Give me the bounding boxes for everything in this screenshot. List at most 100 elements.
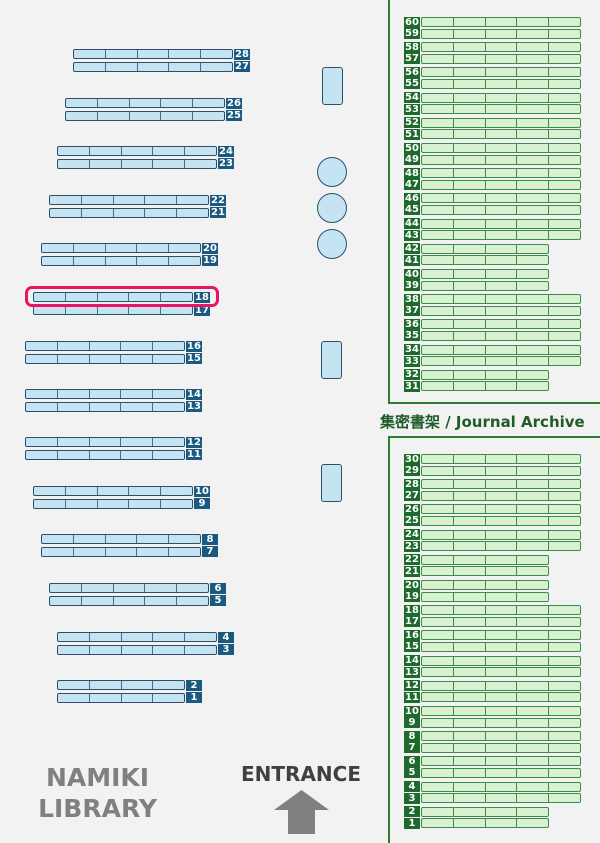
shelf-60[interactable]: [421, 17, 581, 27]
shelf-42[interactable]: [421, 243, 549, 254]
shelf-29[interactable]: [421, 465, 581, 476]
shelf-22[interactable]: [49, 195, 209, 205]
shelf-57[interactable]: [421, 53, 581, 64]
shelf-15[interactable]: [25, 353, 185, 364]
shelf-48[interactable]: [421, 168, 581, 179]
shelf-10[interactable]: [421, 706, 581, 716]
shelf-27[interactable]: [421, 490, 581, 501]
shelf-32[interactable]: [421, 369, 549, 380]
shelf-9[interactable]: [421, 717, 581, 728]
shelf-13[interactable]: [25, 401, 185, 412]
shelf-15[interactable]: [421, 641, 581, 652]
shelf-45[interactable]: [421, 204, 581, 215]
shelf-21[interactable]: [421, 566, 549, 577]
shelf-34[interactable]: [421, 344, 581, 355]
shelf-44[interactable]: [421, 218, 581, 229]
shelf-53[interactable]: [421, 104, 581, 115]
shelf-28[interactable]: [73, 49, 233, 59]
shelf-23[interactable]: [57, 158, 217, 169]
shelf-16[interactable]: [25, 341, 185, 351]
shelf-28[interactable]: [421, 479, 581, 490]
shelf-11[interactable]: [25, 449, 185, 460]
shelf-1[interactable]: [421, 818, 549, 829]
shelf-section: [104, 256, 137, 265]
shelf-24[interactable]: [421, 529, 581, 540]
shelf-13[interactable]: [421, 667, 581, 678]
shelf-59[interactable]: [421, 28, 581, 39]
shelf-7[interactable]: [421, 742, 581, 753]
shelf-31[interactable]: [421, 381, 549, 392]
shelf-54[interactable]: [421, 92, 581, 103]
shelf-12[interactable]: [25, 437, 185, 447]
shelf-4[interactable]: [57, 632, 217, 642]
shelf-section: [422, 480, 453, 488]
shelf-6[interactable]: [49, 583, 209, 593]
shelf-section: [452, 681, 485, 690]
shelf-52[interactable]: [421, 117, 581, 128]
shelf-8[interactable]: [421, 731, 581, 742]
shelf-33[interactable]: [421, 356, 581, 367]
shelf-58[interactable]: [421, 42, 581, 53]
shelf-17[interactable]: [421, 616, 581, 627]
shelf-25[interactable]: [421, 515, 581, 526]
shelf-43[interactable]: [421, 230, 581, 241]
shelf-section: [422, 357, 453, 365]
shelf-section: [88, 159, 121, 168]
shelf-50[interactable]: [421, 143, 581, 153]
shelf-51[interactable]: [421, 129, 581, 140]
shelf-6[interactable]: [421, 756, 581, 767]
shelf-1[interactable]: [57, 692, 185, 703]
shelf-38[interactable]: [421, 294, 581, 305]
shelf-14[interactable]: [421, 655, 581, 666]
shelf-40[interactable]: [421, 269, 549, 279]
shelf-22[interactable]: [421, 554, 549, 565]
shelf-27[interactable]: [73, 61, 233, 72]
shelf-2[interactable]: [421, 806, 549, 817]
shelf-4[interactable]: [421, 781, 581, 792]
shelf-55[interactable]: [421, 78, 581, 89]
shelf-47[interactable]: [421, 179, 581, 190]
shelf-section: [516, 231, 548, 240]
shelf-16[interactable]: [421, 630, 581, 641]
shelf-3[interactable]: [57, 644, 217, 655]
shelf-5[interactable]: [49, 595, 209, 606]
shelf-section: [128, 111, 161, 120]
shelf-2[interactable]: [57, 680, 185, 690]
shelf-20[interactable]: [41, 243, 201, 253]
shelf-3[interactable]: [421, 793, 581, 804]
shelf-section: [422, 94, 453, 102]
shelf-26[interactable]: [421, 504, 581, 515]
shelf-37[interactable]: [421, 305, 581, 316]
shelf-20[interactable]: [421, 580, 549, 590]
shelf-12[interactable]: [421, 680, 581, 691]
shelf-section: [516, 180, 548, 189]
shelf-section: [422, 80, 453, 88]
shelf-36[interactable]: [421, 319, 581, 330]
shelf-10[interactable]: [33, 486, 193, 496]
shelf-section: [422, 307, 453, 315]
shelf-39[interactable]: [421, 280, 549, 291]
shelf-18[interactable]: [33, 292, 193, 302]
shelf-section: [548, 732, 580, 741]
shelf-41[interactable]: [421, 255, 549, 266]
shelf-46[interactable]: [421, 193, 581, 204]
shelf-21[interactable]: [49, 207, 209, 218]
shelf-number-51: 51: [404, 128, 420, 140]
shelf-11[interactable]: [421, 692, 581, 703]
shelf-56[interactable]: [421, 67, 581, 78]
shelf-19[interactable]: [41, 255, 201, 266]
shelf-19[interactable]: [421, 591, 549, 602]
shelf-23[interactable]: [421, 541, 581, 552]
shelf-49[interactable]: [421, 154, 581, 165]
shelf-35[interactable]: [421, 330, 581, 341]
shelf-7[interactable]: [41, 546, 201, 557]
shelf-9[interactable]: [33, 498, 193, 509]
shelf-25[interactable]: [65, 110, 225, 121]
shelf-30[interactable]: [421, 454, 581, 464]
shelf-5[interactable]: [421, 767, 581, 778]
shelf-18[interactable]: [421, 605, 581, 616]
shelf-14[interactable]: [25, 389, 185, 399]
shelf-8[interactable]: [41, 534, 201, 544]
shelf-26[interactable]: [65, 98, 225, 108]
shelf-24[interactable]: [57, 146, 217, 156]
